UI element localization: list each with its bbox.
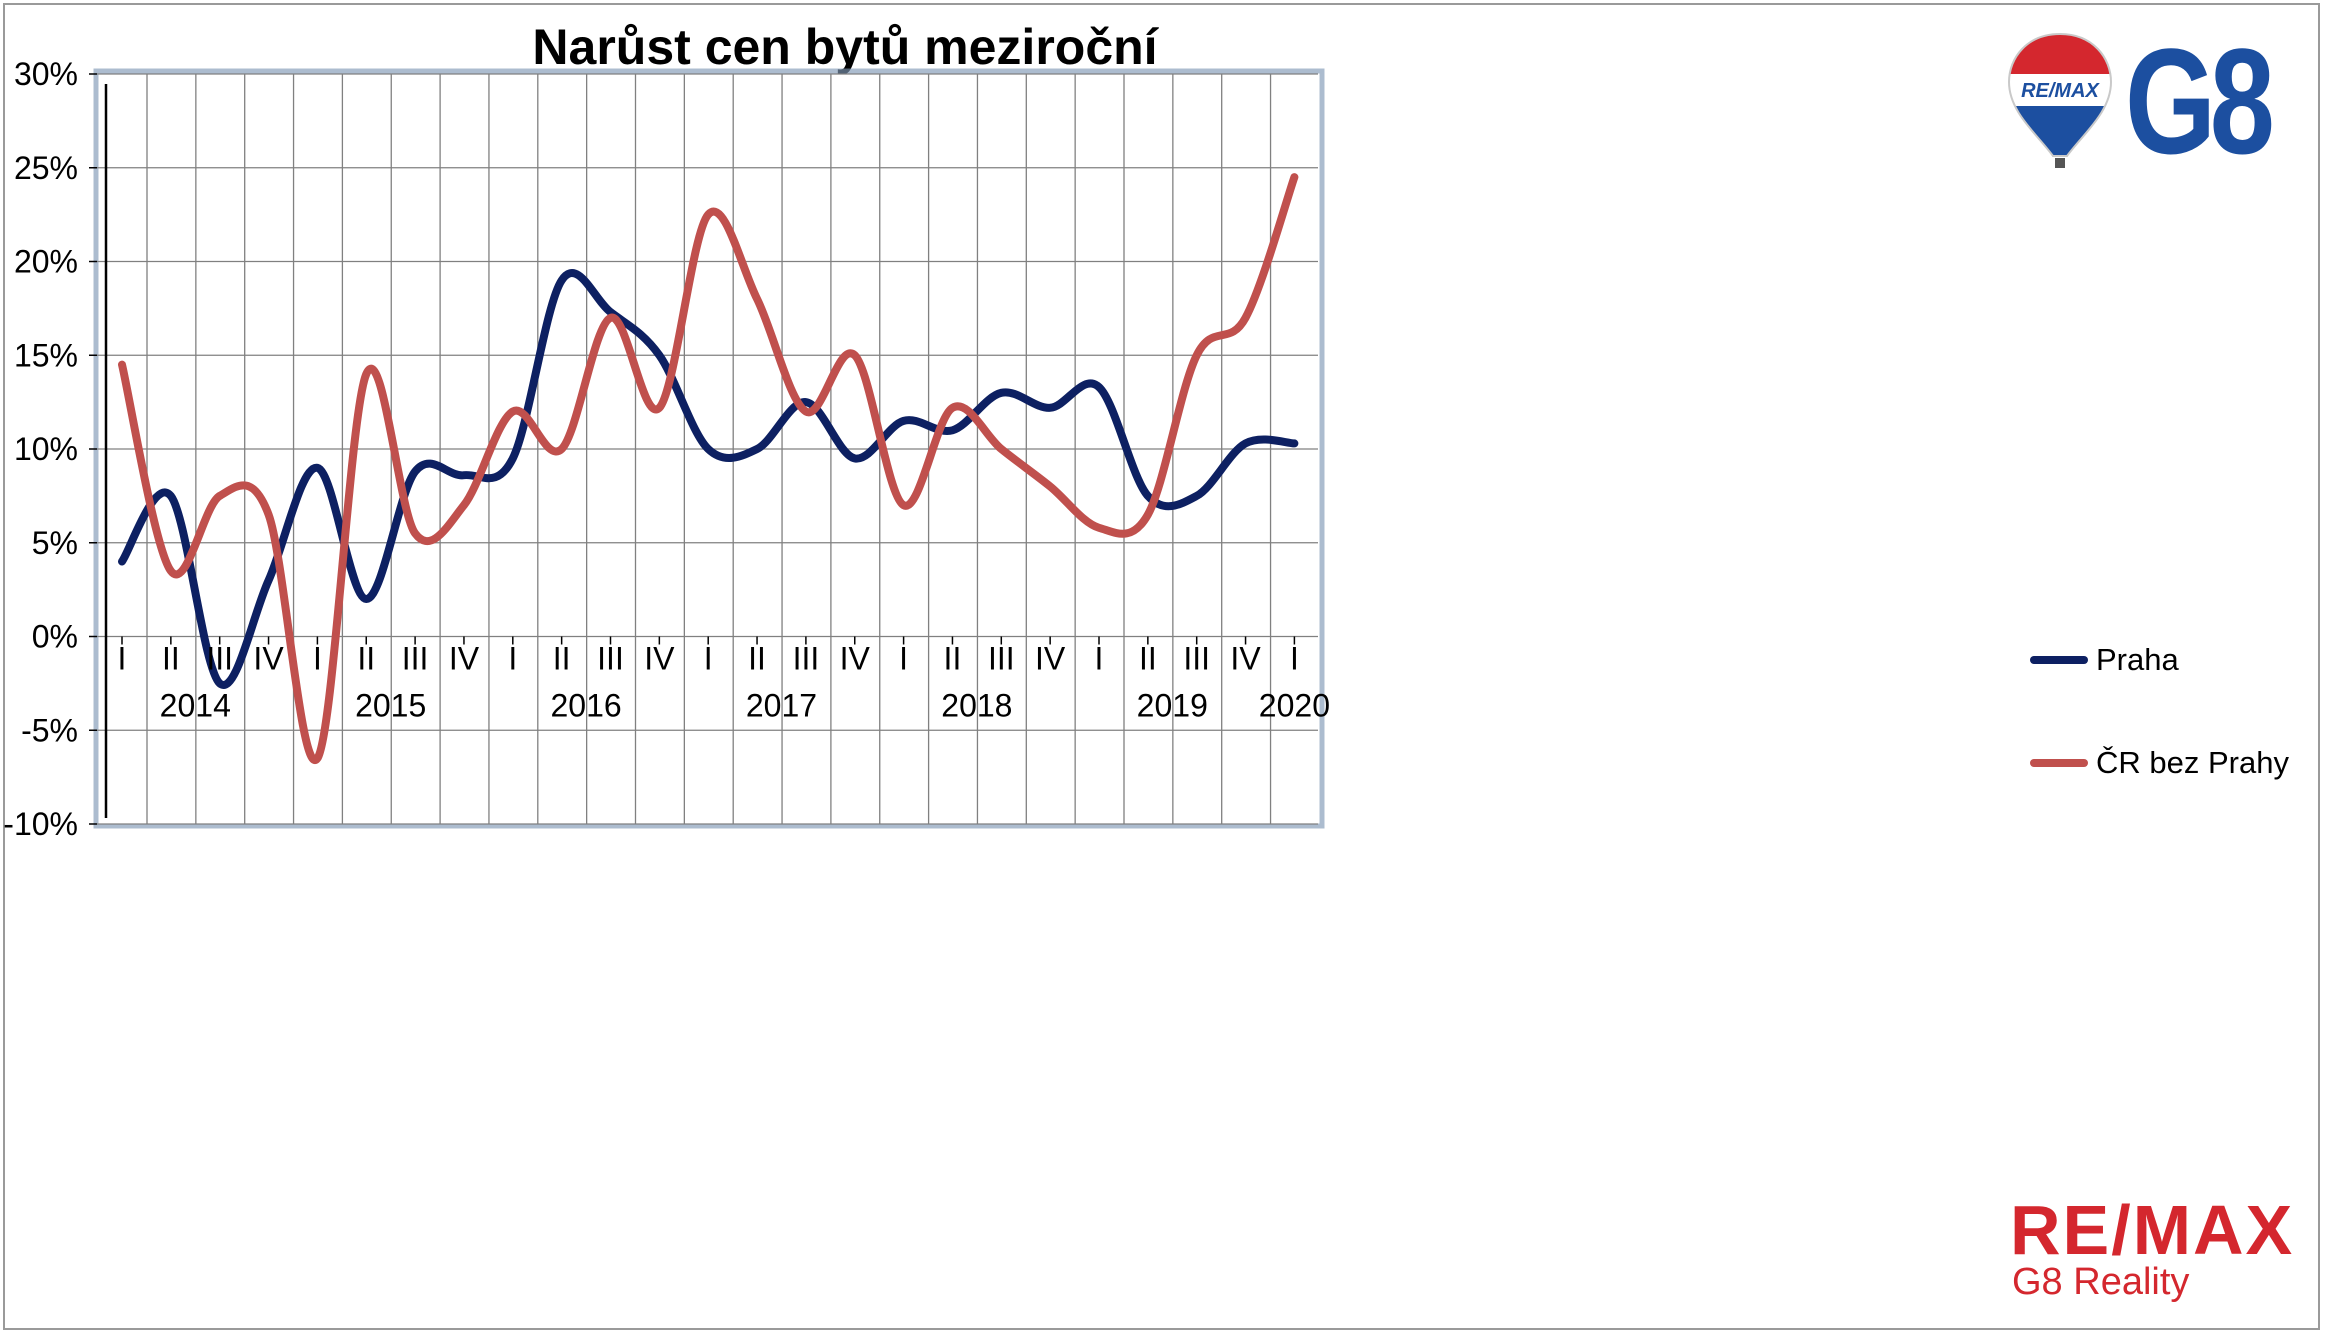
x-tick-label-quarter: I [313, 641, 322, 677]
y-tick-label: 30% [14, 56, 78, 92]
x-tick-label-year: 2018 [941, 688, 1012, 724]
x-tick-label-year: 2015 [355, 688, 426, 724]
x-tick-label-year: 2020 [1259, 688, 1330, 724]
legend-item-cr-bez-prahy: ČR bez Prahy [2030, 743, 2289, 783]
x-tick-label-quarter: I [508, 641, 517, 677]
x-tick-label-quarter: III [597, 641, 624, 677]
x-tick-label-quarter: IV [253, 641, 284, 677]
x-tick-label-year: 2014 [160, 688, 231, 724]
y-tick-label: 15% [14, 337, 78, 373]
x-tick-label-quarter: III [1183, 641, 1210, 677]
x-tick-label-quarter: I [1095, 641, 1104, 677]
x-tick-label-quarter: I [1290, 641, 1299, 677]
y-tick-label: 5% [32, 525, 78, 561]
x-tick-label-quarter: II [944, 641, 962, 677]
x-tick-label-year: 2016 [550, 688, 621, 724]
chart-frame [3, 3, 2320, 1330]
x-tick-label-quarter: I [704, 641, 713, 677]
legend-label-cr-bez-prahy: ČR bez Prahy [2096, 745, 2289, 780]
x-tick-label-quarter: III [793, 641, 820, 677]
x-tick-label-year: 2017 [746, 688, 817, 724]
x-tick-label-quarter: IV [644, 641, 675, 677]
legend-swatch-praha [2030, 656, 2088, 664]
y-tick-label: -5% [21, 712, 78, 748]
series-line-praha [118, 269, 1299, 689]
x-tick-label-quarter: IV [1035, 641, 1066, 677]
legend-label-praha: Praha [2096, 642, 2179, 677]
x-tick-label-quarter: IV [840, 641, 871, 677]
x-tick-label-quarter: II [1139, 641, 1157, 677]
series-line-cr-bez-prahy [118, 173, 1299, 765]
x-tick-label-quarter: III [988, 641, 1015, 677]
x-tick-label-quarter: IV [1230, 641, 1261, 677]
remax-wordmark: RE/MAX [2010, 1191, 2295, 1269]
remax-subtitle: G8 Reality [2012, 1261, 2190, 1303]
g8-brand-text: G8 [2125, 17, 2275, 185]
y-tick-label: 20% [14, 244, 78, 280]
x-tick-label-quarter: II [553, 641, 571, 677]
x-tick-label-quarter: III [402, 641, 429, 677]
remax-balloon-logo: RE/MAX [2007, 32, 2113, 168]
x-tick-label-quarter: IV [449, 641, 480, 677]
legend-item-praha: Praha [2030, 640, 2179, 680]
x-tick-label-quarter: I [118, 641, 127, 677]
svg-text:RE/MAX: RE/MAX [2021, 80, 2100, 102]
chart-title: Narůst cen bytů meziroční [532, 19, 1158, 75]
x-tick-label-quarter: III [206, 641, 233, 677]
y-tick-label: 0% [32, 619, 78, 655]
x-tick-label-quarter: I [899, 641, 908, 677]
y-tick-label: 25% [14, 150, 78, 186]
legend-swatch-cr-bez-prahy [2030, 759, 2088, 767]
x-tick-label-quarter: II [162, 641, 180, 677]
y-tick-label: -10% [3, 806, 78, 842]
x-tick-label-quarter: II [748, 641, 766, 677]
x-tick-label-year: 2019 [1137, 688, 1208, 724]
y-tick-label: 10% [14, 431, 78, 467]
x-tick-label-quarter: II [357, 641, 375, 677]
